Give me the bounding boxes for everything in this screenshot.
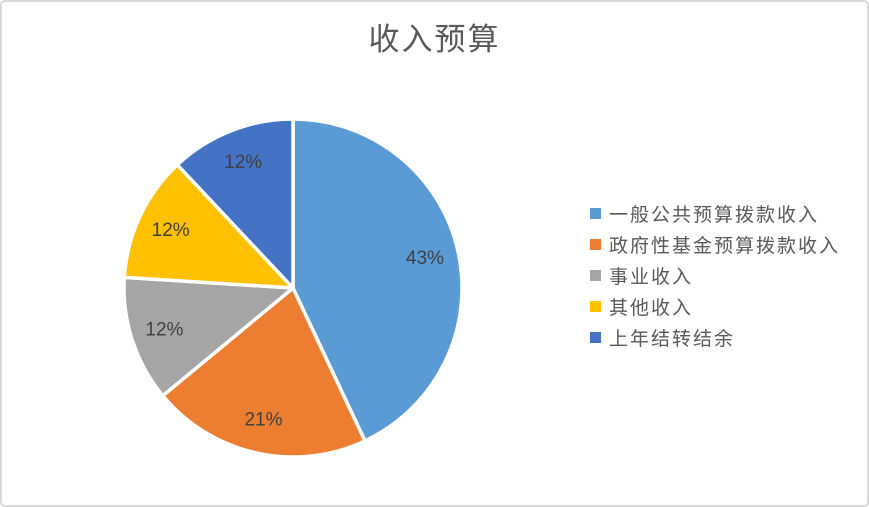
pie-data-label-1: 21% <box>244 409 282 430</box>
legend-swatch-icon <box>590 301 601 312</box>
legend-item-government-fund-budget: 政府性基金预算拨款收入 <box>590 229 840 260</box>
pie-data-label-3: 12% <box>152 220 190 241</box>
pie-slice-0 <box>291 117 464 443</box>
pie-slice-1 <box>161 286 367 459</box>
legend-item-carryover-balance: 上年结转结余 <box>590 322 840 353</box>
legend-item-general-public-budget: 一般公共预算拨款收入 <box>590 198 840 229</box>
legend-item-operating-income: 事业收入 <box>590 260 840 291</box>
legend-swatch-icon <box>590 332 601 343</box>
pie-slice-2 <box>122 275 295 398</box>
pie-slice-4 <box>175 117 295 290</box>
legend-label: 一般公共预算拨款收入 <box>609 205 820 226</box>
pie-data-label-0: 43% <box>406 248 444 269</box>
legend-swatch-icon <box>590 239 601 250</box>
legend-swatch-icon <box>590 270 601 281</box>
legend: 一般公共预算拨款收入 政府性基金预算拨款收入 事业收入 其他收入 上年结转结余 <box>590 198 840 353</box>
legend-label: 其他收入 <box>609 298 694 319</box>
legend-swatch-icon <box>590 208 601 219</box>
legend-item-other-income: 其他收入 <box>590 291 840 322</box>
chart-title: 收入预算 <box>368 22 501 57</box>
legend-label: 上年结转结余 <box>609 329 736 350</box>
pie-data-label-2: 12% <box>145 319 183 340</box>
pie-slice-3 <box>122 163 295 290</box>
legend-label: 事业收入 <box>609 267 694 288</box>
pie-data-label-4: 12% <box>224 152 262 173</box>
legend-label: 政府性基金预算拨款收入 <box>609 236 841 257</box>
